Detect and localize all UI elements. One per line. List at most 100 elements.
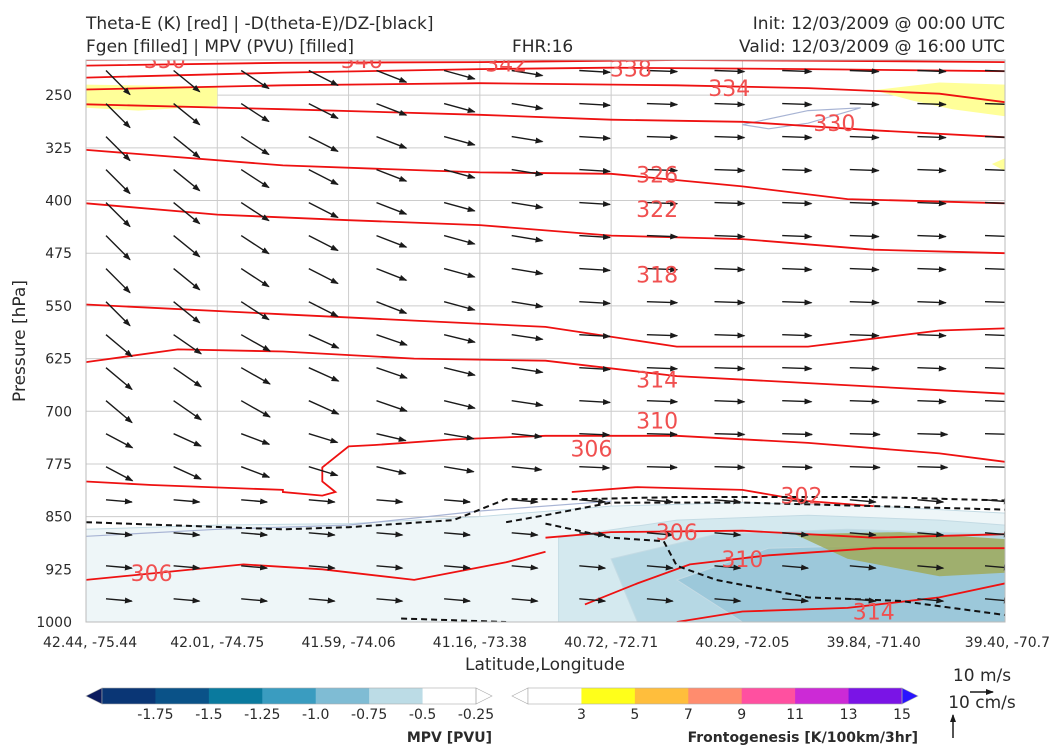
wind-vector bbox=[782, 68, 813, 75]
wind-vector bbox=[443, 267, 476, 279]
colorbar-tick-label: -1.25 bbox=[244, 707, 280, 723]
wind-vector bbox=[105, 433, 134, 449]
wind-vector bbox=[376, 597, 404, 604]
wind-vector bbox=[714, 564, 742, 571]
wind-vector bbox=[511, 564, 539, 571]
wind-vector bbox=[173, 69, 201, 93]
wind-vector bbox=[849, 398, 880, 405]
wind-vector bbox=[579, 266, 611, 273]
wind-vector bbox=[917, 464, 949, 471]
theta-e-label: 314 bbox=[636, 369, 678, 394]
y-tick-label: 700 bbox=[45, 404, 72, 420]
theta-e-label: 306 bbox=[570, 437, 612, 462]
wind-vector bbox=[984, 466, 1005, 468]
wind-vector bbox=[782, 167, 813, 174]
x-tick-label: 41.59, -74.06 bbox=[302, 635, 396, 651]
wind-vector bbox=[376, 301, 408, 314]
theta-e-label: 342 bbox=[485, 53, 527, 78]
y-tick-label: 925 bbox=[45, 562, 72, 578]
wind-vector bbox=[376, 531, 404, 538]
wind-vector bbox=[984, 102, 1005, 105]
wind-vector bbox=[782, 464, 814, 471]
wind-vector bbox=[984, 234, 1005, 238]
wind-vector bbox=[849, 134, 880, 141]
wind-vector bbox=[173, 597, 201, 604]
wind-vector bbox=[173, 433, 202, 447]
wind-vector bbox=[984, 400, 1005, 403]
wind-vector bbox=[646, 531, 674, 538]
wind-vector bbox=[511, 400, 544, 408]
wind-vector bbox=[849, 498, 877, 505]
wind-vector bbox=[917, 498, 945, 505]
colorbar-swatch bbox=[634, 688, 689, 704]
wind-vector bbox=[443, 234, 476, 246]
x-tick-label: 40.72, -72.71 bbox=[564, 635, 658, 651]
wind-vector bbox=[511, 267, 544, 276]
wind-vector bbox=[308, 135, 339, 153]
theta-e-label: 338 bbox=[610, 57, 652, 82]
wind-vector bbox=[849, 200, 880, 207]
wind-vector bbox=[444, 531, 471, 538]
wind-vector bbox=[579, 134, 611, 141]
wind-vector bbox=[376, 267, 408, 281]
colorbar-swatch bbox=[688, 688, 743, 704]
wind-vector bbox=[443, 69, 476, 80]
wind-vector bbox=[579, 233, 611, 240]
wind-vector bbox=[105, 301, 131, 327]
wind-vector bbox=[646, 332, 679, 339]
wind-vector bbox=[240, 202, 270, 222]
wind-vector bbox=[579, 531, 607, 538]
wind-vector bbox=[308, 564, 336, 571]
colorbar-tick-label: 5 bbox=[630, 707, 639, 723]
wind-vector bbox=[240, 268, 270, 288]
wind-vector bbox=[511, 102, 544, 111]
theta-e-label: 322 bbox=[636, 198, 678, 223]
wind-vector bbox=[376, 367, 408, 379]
colorbar-swatch bbox=[581, 688, 636, 704]
x-axis-title: Latitude,Longitude bbox=[465, 655, 625, 675]
wind-vector bbox=[714, 266, 746, 273]
wind-vector bbox=[511, 597, 539, 604]
wind-vector bbox=[105, 103, 131, 129]
frontogenesis-region bbox=[794, 532, 1005, 577]
valid-time: Valid: 12/03/2009 @ 16:00 UTC bbox=[739, 37, 1005, 57]
wind-vector bbox=[511, 301, 544, 309]
colorbar-tick-label: 3 bbox=[577, 707, 586, 723]
theta-e-contour bbox=[86, 60, 255, 61]
y-tick-label: 250 bbox=[45, 88, 72, 104]
colorbar-swatch bbox=[315, 688, 370, 704]
filled-regions bbox=[86, 82, 1005, 622]
theta-e-contour bbox=[676, 582, 1005, 622]
colorbar-frame bbox=[101, 687, 477, 705]
theta-e-contour bbox=[86, 348, 1005, 395]
theta-e-label: 314 bbox=[853, 600, 895, 625]
wind-vector bbox=[105, 70, 131, 96]
wind-vector bbox=[849, 167, 880, 174]
wind-vector bbox=[984, 367, 1005, 370]
wind-vector bbox=[511, 201, 544, 210]
colorbar-tick-label: 9 bbox=[737, 707, 746, 723]
wind-vector bbox=[444, 498, 471, 505]
wind-vector bbox=[579, 564, 607, 571]
wind-vector bbox=[714, 167, 746, 174]
theta-e-contour bbox=[86, 149, 1005, 205]
wind-vector bbox=[173, 301, 201, 324]
wind-vector bbox=[917, 332, 947, 339]
wind-vector bbox=[646, 167, 679, 174]
theta-e-label: 310 bbox=[721, 548, 763, 573]
zero-contour bbox=[86, 496, 1005, 531]
x-tick-label: 39.84, -71.40 bbox=[827, 635, 921, 651]
theta-e-label: 302 bbox=[781, 485, 823, 510]
wind-vector bbox=[511, 433, 543, 440]
wind-vector bbox=[714, 398, 746, 405]
wind-vector bbox=[782, 332, 813, 339]
reference-vertical-label: 10 cm/s bbox=[948, 693, 1016, 713]
wind-vector bbox=[714, 498, 742, 505]
colorbar-extend-right bbox=[901, 687, 919, 705]
wind-vector bbox=[849, 464, 881, 471]
wind-vector bbox=[984, 301, 1005, 304]
wind-vector bbox=[308, 234, 339, 252]
wind-vector bbox=[308, 433, 339, 444]
colorbar-swatch bbox=[741, 688, 796, 704]
